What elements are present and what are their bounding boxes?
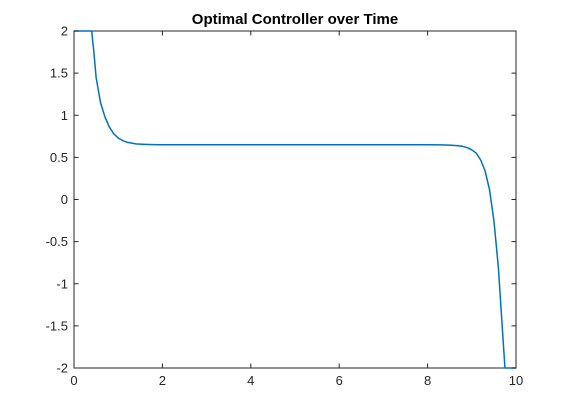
x-tick-label: 2	[159, 373, 166, 388]
y-tick-label: 0	[61, 192, 68, 207]
y-tick-label: -2	[56, 361, 68, 376]
y-tick-label: -0.5	[46, 234, 68, 249]
series-line-0	[74, 30, 516, 369]
y-tick-label: -1.5	[46, 318, 68, 333]
x-tick-label: 8	[424, 373, 431, 388]
y-tick-label: -1	[56, 276, 68, 291]
x-tick-label: 0	[70, 373, 77, 388]
y-tick-label: 1	[61, 108, 68, 123]
y-tick-label: 1.5	[50, 66, 68, 81]
x-tick-label: 6	[336, 373, 343, 388]
x-tick-label: 10	[509, 373, 523, 388]
x-tick-label: 4	[247, 373, 254, 388]
axes-box	[73, 30, 517, 369]
plot-area: 0 2 4 6 8 10 2 1.5 1 0.5 0 -0.5 -1 -1.5 -2	[46, 24, 524, 389]
y-tick-label: 0.5	[50, 150, 68, 165]
chart-title: Optimal Controller over Time	[192, 11, 398, 28]
y-tick-label: 2	[61, 24, 68, 39]
